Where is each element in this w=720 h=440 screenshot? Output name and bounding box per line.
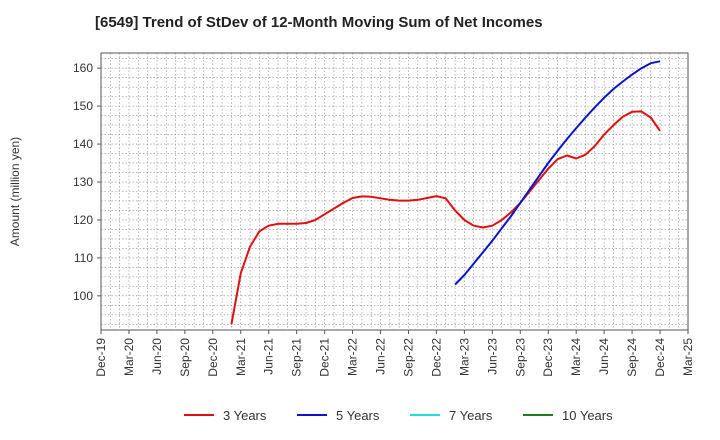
legend-label: 5 Years xyxy=(336,408,380,423)
x-tick-label: Sep-24 xyxy=(625,338,639,377)
x-tick-label: Dec-19 xyxy=(94,338,108,377)
y-tick-label: 110 xyxy=(74,251,93,265)
x-tick-label: Jun-20 xyxy=(150,338,164,375)
plot-area xyxy=(100,52,689,331)
x-tick-label: Mar-21 xyxy=(234,338,248,376)
series-line-5-years xyxy=(454,60,661,286)
x-tick-label: Jun-21 xyxy=(262,338,276,375)
y-tick-label: 120 xyxy=(73,213,93,227)
legend-label: 10 Years xyxy=(562,408,613,423)
x-tick-label: Jun-23 xyxy=(485,338,499,375)
legend-label: 7 Years xyxy=(449,408,493,423)
series-line-3-years xyxy=(230,110,661,325)
y-tick-label: 140 xyxy=(73,137,93,151)
y-tick-label: 130 xyxy=(73,175,93,189)
x-tick-label: Mar-25 xyxy=(681,338,695,376)
y-tick-label: 100 xyxy=(73,289,93,303)
x-tick-label: Dec-24 xyxy=(653,338,667,377)
x-tick-label: Mar-20 xyxy=(122,338,136,376)
legend-label: 3 Years xyxy=(223,408,267,423)
x-tick-label: Sep-21 xyxy=(290,338,304,377)
x-tick-label: Mar-24 xyxy=(569,338,583,376)
x-tick-label: Dec-21 xyxy=(318,338,332,377)
x-tick-label: Mar-23 xyxy=(457,338,471,376)
x-tick-label: Sep-22 xyxy=(401,338,415,377)
x-tick-label: Dec-20 xyxy=(206,338,220,377)
chart-title: [6549] Trend of StDev of 12-Month Moving… xyxy=(95,14,543,31)
x-tick-label: Sep-23 xyxy=(513,338,527,377)
x-tick-label: Dec-22 xyxy=(429,338,443,377)
y-tick-label: 160 xyxy=(73,61,93,75)
x-tick-label: Jun-24 xyxy=(597,338,611,375)
y-axis-label: Amount (million yen) xyxy=(8,137,22,246)
x-tick-label: Dec-23 xyxy=(541,338,555,377)
y-tick-label: 150 xyxy=(73,99,93,113)
x-tick-label: Mar-22 xyxy=(346,338,360,376)
x-tick-label: Sep-20 xyxy=(178,338,192,377)
x-tick-label: Jun-22 xyxy=(374,338,388,375)
